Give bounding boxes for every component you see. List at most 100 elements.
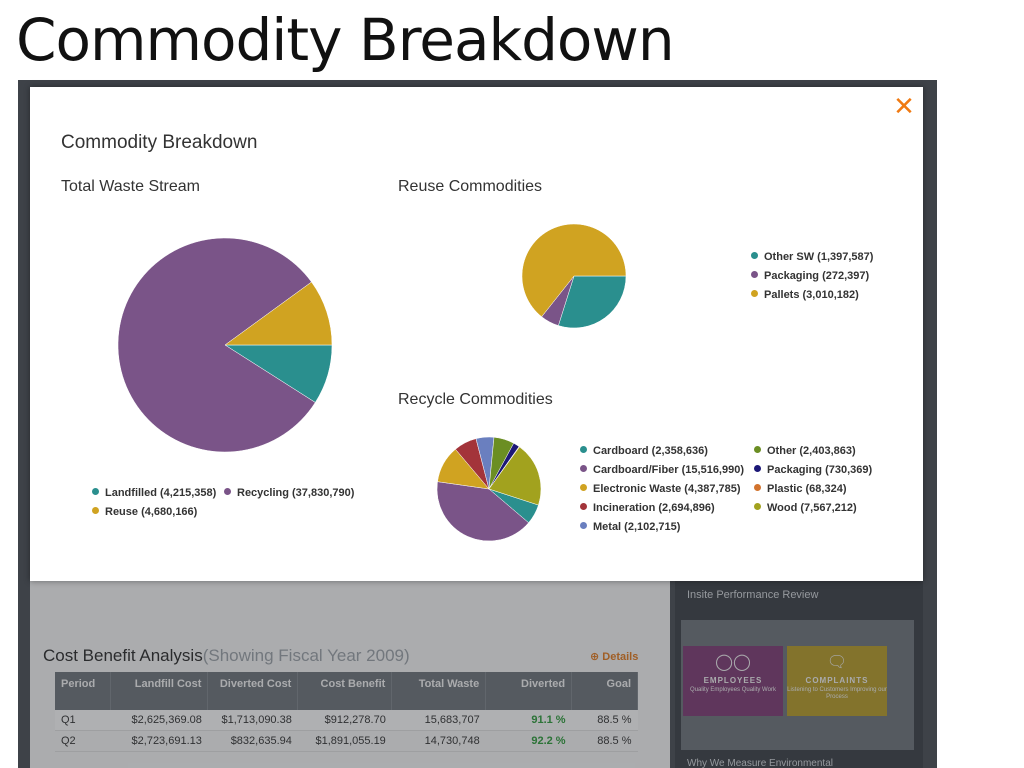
legend-swatch: [580, 446, 587, 453]
speech-bubble-icon: 🗨: [826, 654, 848, 671]
why-we-measure-title: Why We Measure Environmental: [687, 758, 833, 768]
details-label: Details: [602, 651, 639, 663]
col-period: Period: [55, 672, 112, 710]
legend-item[interactable]: Packaging (272,397): [751, 270, 869, 282]
legend-label: Other (2,403,863): [767, 445, 856, 457]
cell: Q1: [55, 710, 111, 731]
col-total-waste: Total Waste: [391, 672, 487, 710]
cost-benefit-table: Period Landfill Cost Diverted Cost Cost …: [55, 672, 638, 752]
cell: Q2: [55, 730, 111, 752]
cell: $2,625,369.08: [110, 710, 208, 731]
reuse-title: Reuse Commodities: [398, 178, 543, 195]
cell: 88.5 %: [571, 730, 638, 752]
legend-swatch: [92, 507, 99, 514]
details-link[interactable]: ⊕ Details: [590, 650, 638, 663]
legend-label: Pallets (3,010,182): [764, 289, 859, 301]
legend-item[interactable]: Landfilled (4,215,358): [92, 487, 216, 499]
legend-item[interactable]: Metal (2,102,715): [580, 521, 680, 533]
legend-item[interactable]: Incineration (2,694,896): [580, 502, 715, 514]
people-icon: ◯◯: [715, 654, 751, 671]
legend-swatch: [754, 484, 761, 491]
cell: $2,723,691.13: [110, 730, 208, 752]
legend-swatch: [754, 465, 761, 472]
cell: $1,891,055.19: [297, 730, 392, 752]
legend-item[interactable]: Packaging (730,369): [754, 464, 872, 476]
pie-slice-recycling[interactable]: [117, 237, 316, 453]
cost-benefit-subtitle: (Showing Fiscal Year 2009): [202, 646, 410, 665]
commodity-breakdown-modal: ✕ Commodity Breakdown Total Waste Stream…: [30, 87, 923, 581]
employees-tile[interactable]: ◯◯ EMPLOYEES Quality Employees Quality W…: [683, 646, 783, 716]
legend-item[interactable]: Plastic (68,324): [754, 483, 847, 495]
col-diverted-cost: Diverted Cost: [207, 672, 299, 710]
legend-swatch: [751, 271, 758, 278]
legend-label: Recycling (37,830,790): [237, 487, 355, 499]
cell: $912,278.70: [297, 710, 392, 731]
cell: $832,635.94: [207, 730, 298, 752]
legend-swatch: [580, 522, 587, 529]
legend-swatch: [754, 503, 761, 510]
legend-item[interactable]: Other SW (1,397,587): [751, 251, 873, 263]
cell: 91.1 %: [485, 710, 572, 731]
reuse-pie: [521, 223, 627, 329]
cost-benefit-title-text: Cost Benefit Analysis: [43, 646, 203, 665]
legend-label: Packaging (730,369): [767, 464, 873, 476]
col-cost-benefit: Cost Benefit: [297, 672, 393, 710]
table-row[interactable]: Q2 $2,723,691.13 $832,635.94 $1,891,055.…: [55, 730, 638, 752]
legend-item[interactable]: Cardboard/Fiber (15,516,990): [580, 464, 744, 476]
complaints-tile-label: COMPLAINTS: [805, 676, 869, 685]
legend-label: Wood (7,567,212): [767, 502, 857, 514]
legend-label: Cardboard/Fiber (15,516,990): [593, 464, 745, 476]
legend-swatch: [580, 465, 587, 472]
cell: 14,730,748: [391, 730, 486, 752]
plus-circle-icon: ⊕: [590, 651, 600, 663]
performance-review-title: Insite Performance Review: [687, 589, 819, 601]
total-waste-title: Total Waste Stream: [61, 178, 201, 195]
table-row[interactable]: Q1 $2,625,369.08 $1,713,090.38 $912,278.…: [55, 710, 638, 731]
legend-item[interactable]: Electronic Waste (4,387,785): [580, 483, 741, 495]
legend-swatch: [92, 488, 99, 495]
legend-swatch: [754, 446, 761, 453]
pie-slice-other-sw[interactable]: [558, 275, 627, 329]
legend-item[interactable]: Reuse (4,680,166): [92, 506, 197, 518]
slide-title: Commodity Breakdown: [16, 6, 675, 74]
total-waste-pie: [117, 237, 333, 453]
pie-slice-pallets[interactable]: [521, 223, 627, 318]
employees-tile-sub: Quality Employees Quality Work: [690, 687, 776, 693]
complaints-tile-sub: Listening to Customers Improving our Pro…: [787, 687, 887, 700]
legend-swatch: [224, 488, 231, 495]
cell: 15,683,707: [391, 710, 486, 731]
legend-item[interactable]: Pallets (3,010,182): [751, 289, 859, 301]
recycle-pie: [436, 436, 542, 542]
legend-label: Electronic Waste (4,387,785): [593, 483, 741, 495]
legend-label: Reuse (4,680,166): [105, 506, 198, 518]
legend-swatch: [751, 252, 758, 259]
recycle-title: Recycle Commodities: [398, 391, 553, 408]
legend-item[interactable]: Other (2,403,863): [754, 445, 856, 457]
cell: 92.2 %: [485, 730, 572, 752]
complaints-tile[interactable]: 🗨 COMPLAINTS Listening to Customers Impr…: [787, 646, 887, 716]
col-goal: Goal: [571, 672, 638, 710]
pie-slice-reuse[interactable]: [224, 281, 333, 346]
legend-label: Landfilled (4,215,358): [105, 487, 217, 499]
modal-title: Commodity Breakdown: [61, 132, 258, 153]
cell: 88.5 %: [571, 710, 638, 731]
legend-item[interactable]: Recycling (37,830,790): [224, 487, 354, 499]
col-landfill-cost: Landfill Cost: [110, 672, 209, 710]
pie-slice-cardboard-fiber[interactable]: [436, 481, 529, 542]
employees-tile-label: EMPLOYEES: [703, 676, 763, 685]
cell: $1,713,090.38: [207, 710, 298, 731]
legend-label: Packaging (272,397): [764, 270, 870, 282]
legend-swatch: [580, 484, 587, 491]
legend-label: Plastic (68,324): [767, 483, 847, 495]
close-icon[interactable]: ✕: [893, 91, 915, 121]
table-header-row: Period Landfill Cost Diverted Cost Cost …: [55, 672, 638, 710]
legend-label: Metal (2,102,715): [593, 521, 681, 533]
col-diverted: Diverted: [485, 672, 573, 710]
legend-swatch: [580, 503, 587, 510]
legend-label: Incineration (2,694,896): [593, 502, 715, 514]
legend-item[interactable]: Wood (7,567,212): [754, 502, 857, 514]
pie-slice-wood[interactable]: [488, 446, 542, 506]
legend-label: Cardboard (2,358,636): [593, 445, 708, 457]
legend-item[interactable]: Cardboard (2,358,636): [580, 445, 708, 457]
legend-swatch: [751, 290, 758, 297]
